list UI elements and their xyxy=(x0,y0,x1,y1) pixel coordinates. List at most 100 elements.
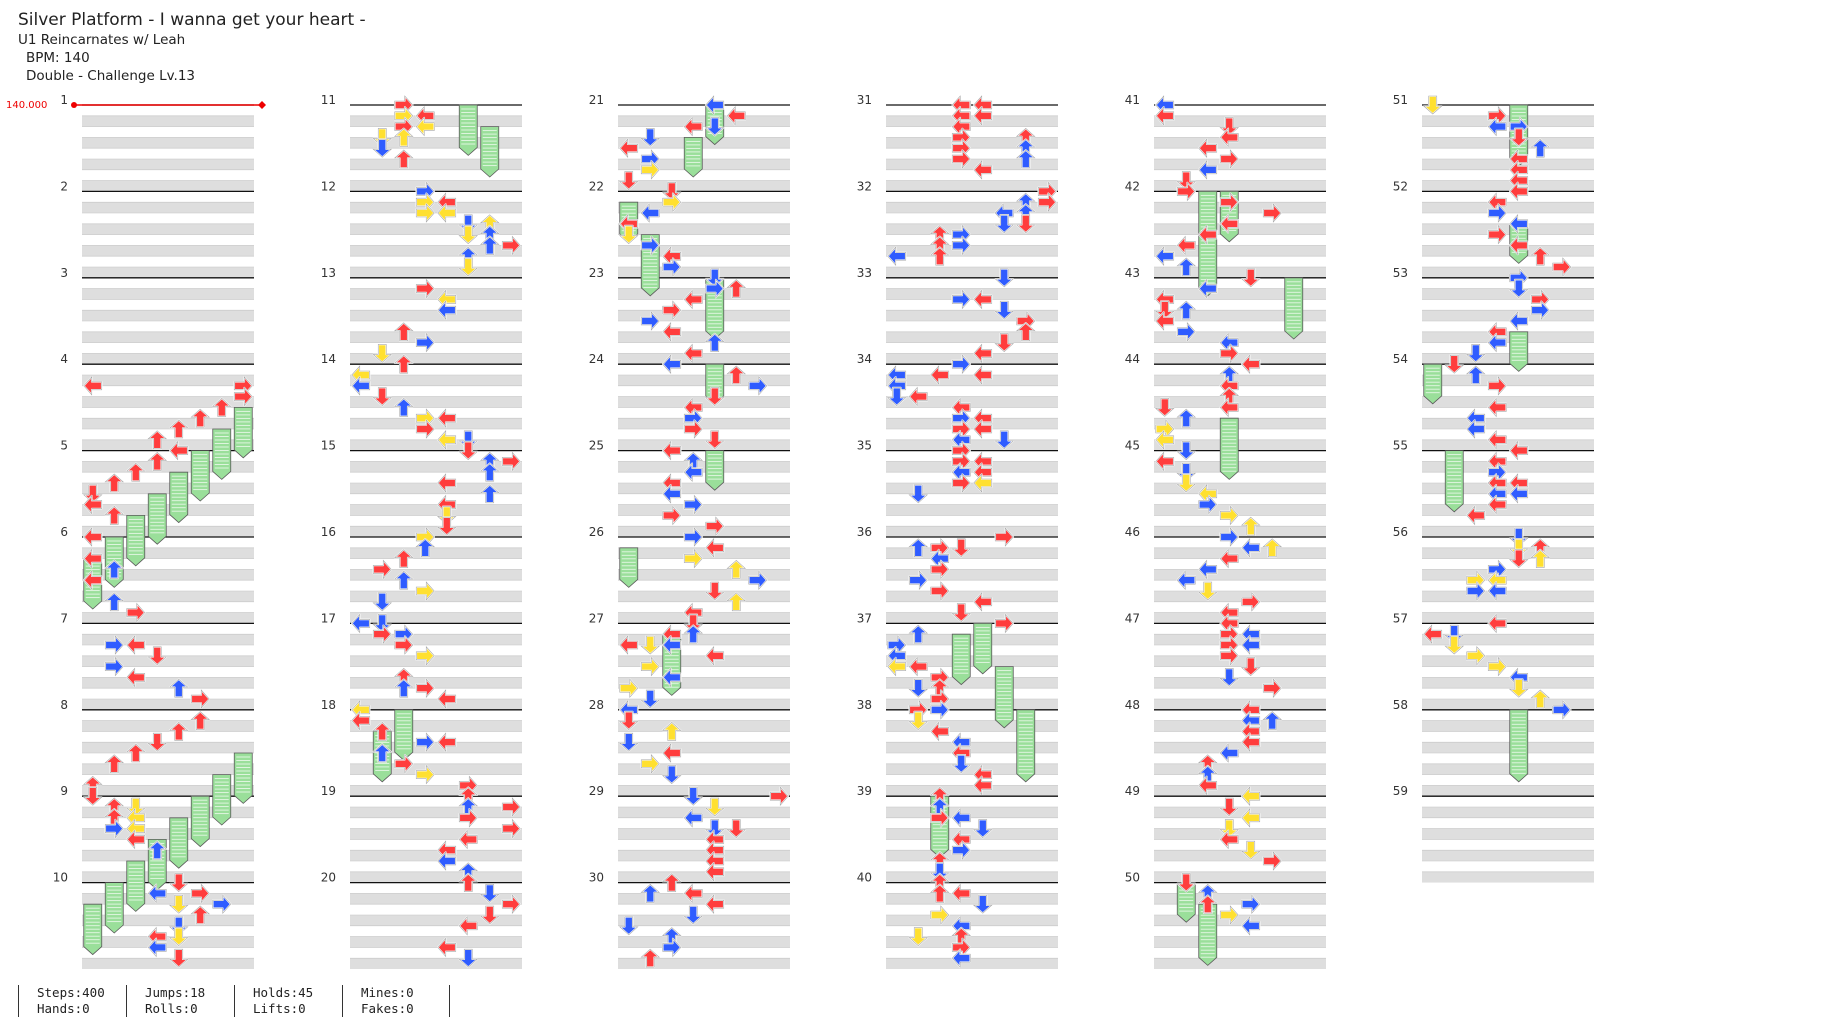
step-arrow xyxy=(168,678,189,699)
step-arrow xyxy=(951,354,972,375)
step-arrow xyxy=(1240,915,1261,936)
arrow-outline xyxy=(662,505,682,526)
step-arrow xyxy=(972,365,993,385)
step-arrow xyxy=(436,203,457,223)
arrow-outline xyxy=(640,160,660,180)
measure-band xyxy=(350,763,522,775)
step-arrow xyxy=(726,818,747,839)
arrow-outline xyxy=(501,818,521,839)
stats-group: Steps:400 Hands:0 xyxy=(18,985,126,1017)
measure-band xyxy=(886,461,1058,473)
arrow-shape xyxy=(704,386,725,407)
arrow-outline xyxy=(437,937,457,958)
measure-band xyxy=(1154,245,1326,257)
arrow-outline xyxy=(190,711,211,730)
arrow-outline xyxy=(479,235,500,255)
measure-band xyxy=(618,526,790,537)
measure-number: 37 xyxy=(857,611,872,625)
measure-band xyxy=(82,591,254,602)
arrow-outline xyxy=(705,95,725,115)
measure-band xyxy=(350,677,522,689)
measure-band xyxy=(1154,871,1326,883)
arrow-outline xyxy=(930,721,950,742)
arrow-shape xyxy=(1487,397,1508,418)
step-arrow xyxy=(1465,365,1486,385)
arrow-shape xyxy=(704,516,725,537)
measure-band xyxy=(886,267,1058,278)
step-arrow xyxy=(1487,397,1508,418)
arrow-outline xyxy=(437,430,457,450)
arrow-shape xyxy=(1262,851,1283,871)
step-arrow xyxy=(929,861,950,882)
step-arrow xyxy=(640,635,661,655)
arrow-outline xyxy=(1219,397,1239,418)
arrow-shape xyxy=(1197,494,1218,515)
arrow-outline xyxy=(415,732,435,752)
step-arrow xyxy=(747,570,768,591)
arrow-outline xyxy=(436,516,457,536)
arrow-outline xyxy=(1219,819,1240,839)
arrow-outline xyxy=(1466,419,1486,439)
measure-band xyxy=(350,958,522,969)
measure-band xyxy=(350,202,522,213)
arrow-shape xyxy=(393,678,414,699)
step-arrow xyxy=(1508,483,1529,504)
arrow-shape xyxy=(1197,559,1218,580)
arrow-shape xyxy=(618,915,639,936)
arrow-shape xyxy=(168,894,189,915)
arrow-outline xyxy=(372,128,393,147)
arrow-outline xyxy=(726,365,747,385)
arrow-outline xyxy=(1487,116,1507,137)
arrow-shape xyxy=(1219,505,1240,526)
measure-band xyxy=(82,483,254,494)
measure-band xyxy=(886,288,1058,300)
hold-body xyxy=(1284,277,1304,340)
arrow-outline xyxy=(372,387,393,407)
step-arrow xyxy=(618,635,639,655)
step-arrow xyxy=(1240,354,1261,375)
arrow-outline xyxy=(683,883,703,904)
arrow-shape xyxy=(1219,343,1240,364)
step-arrow xyxy=(436,300,457,321)
arrow-shape xyxy=(1197,278,1218,299)
arrow-outline xyxy=(1444,635,1465,655)
arrow-outline xyxy=(748,376,768,396)
arrow-shape xyxy=(1176,235,1197,256)
measure-band xyxy=(618,288,790,300)
measure-band xyxy=(618,742,790,753)
measure-band xyxy=(886,699,1058,710)
arrow-shape xyxy=(1508,235,1529,256)
step-arrow xyxy=(436,689,457,709)
step-arrow xyxy=(951,753,972,774)
step-arrow xyxy=(683,786,704,807)
step-arrow xyxy=(661,181,682,202)
step-arrow xyxy=(683,613,704,634)
measure-band xyxy=(350,526,522,537)
measure-band xyxy=(82,720,254,732)
arrow-outline xyxy=(705,516,725,536)
hold-note xyxy=(1016,709,1036,783)
measure: 25 xyxy=(589,439,790,537)
arrow-shape xyxy=(393,149,414,169)
measure-band xyxy=(1154,223,1326,235)
arrow-shape xyxy=(1176,170,1197,191)
arrow-shape xyxy=(436,473,457,493)
step-arrow xyxy=(1240,267,1261,288)
arrow-shape xyxy=(393,127,414,148)
measure-number: 3 xyxy=(60,266,68,280)
arrow-outline xyxy=(372,138,393,158)
measure-number: 21 xyxy=(589,93,604,107)
step-arrow xyxy=(458,224,479,245)
measure-band xyxy=(886,828,1058,840)
arrow-outline xyxy=(190,883,210,904)
step-arrow xyxy=(458,829,479,850)
arrow-shape xyxy=(458,872,479,893)
measure-band xyxy=(1154,612,1326,624)
step-arrow xyxy=(350,375,371,396)
step-arrow xyxy=(458,872,479,893)
measure: 51 xyxy=(1393,93,1594,192)
arrow-outline xyxy=(83,494,103,515)
arrow-outline xyxy=(1530,689,1551,709)
measure-band xyxy=(350,612,522,624)
measure-band xyxy=(350,375,522,386)
